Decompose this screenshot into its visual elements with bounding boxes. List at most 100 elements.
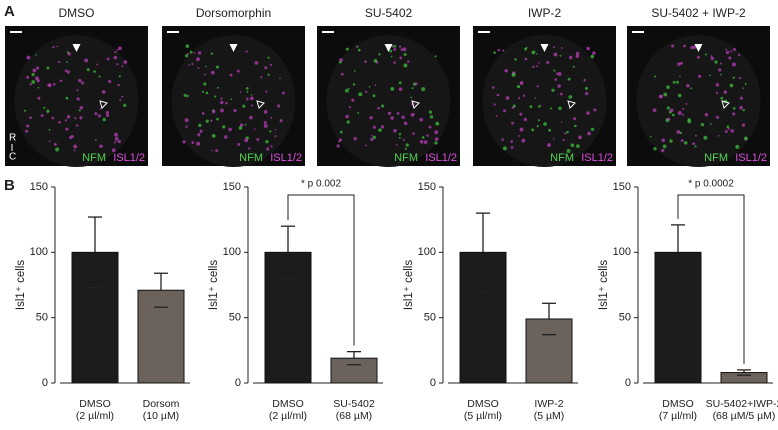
cell-dot xyxy=(225,101,228,105)
cell-dot xyxy=(558,106,562,111)
cell-dot xyxy=(116,63,119,66)
cell-dot xyxy=(395,143,398,146)
cell-dot xyxy=(249,115,253,120)
cell-dot xyxy=(197,133,201,137)
cell-dot xyxy=(245,50,248,53)
cell-dot xyxy=(205,119,209,123)
cell-dot xyxy=(245,87,249,90)
cell-dot xyxy=(113,141,116,144)
cell-dot xyxy=(434,130,439,135)
cell-dot xyxy=(351,98,355,102)
cell-dot xyxy=(35,54,37,56)
cell-dot xyxy=(519,112,523,116)
y-axis-label: Isl1⁺ cells xyxy=(598,260,610,310)
y-tick-label: 50 xyxy=(424,312,436,324)
cell-dot xyxy=(669,108,674,113)
bar xyxy=(654,251,702,384)
cell-dot xyxy=(279,119,283,123)
cell-dot xyxy=(75,124,79,127)
cell-dot xyxy=(398,133,402,136)
cell-dot xyxy=(66,70,70,74)
y-tick-label: 150 xyxy=(223,181,241,193)
cell-dot xyxy=(400,48,404,51)
cell-dot xyxy=(536,65,538,68)
cell-dot xyxy=(244,123,247,126)
cell-dot xyxy=(185,125,188,128)
cell-dot xyxy=(220,108,224,113)
cell-dot xyxy=(718,68,722,72)
cell-dot xyxy=(414,82,418,86)
cell-dot xyxy=(184,118,189,123)
cell-dot xyxy=(357,48,361,52)
cell-dot xyxy=(224,135,228,139)
cell-dot xyxy=(404,147,407,151)
bar xyxy=(137,289,185,384)
cell-dot xyxy=(405,143,409,147)
cell-dot xyxy=(378,53,381,56)
y-tick-label: 50 xyxy=(36,312,48,324)
cell-dot xyxy=(189,50,193,54)
cell-dot xyxy=(560,121,563,123)
x-tick-label: Dorsom (10 µM) xyxy=(142,398,180,422)
cell-dot xyxy=(353,70,356,72)
cell-dot xyxy=(201,90,204,93)
cell-dot xyxy=(586,111,590,115)
cell-dot xyxy=(69,136,73,140)
cell-dot xyxy=(593,108,597,112)
cell-dot xyxy=(586,46,591,51)
cell-dot xyxy=(228,127,232,132)
cell-dot xyxy=(393,128,397,133)
cell-dot xyxy=(390,116,394,120)
cell-dot xyxy=(56,45,59,48)
cell-dot xyxy=(419,139,424,144)
cell-dot xyxy=(560,46,563,49)
cell-dot xyxy=(79,106,84,110)
cell-dot xyxy=(182,140,186,144)
cell-dot xyxy=(196,141,201,146)
cell-dot xyxy=(563,132,567,135)
cell-dot xyxy=(220,97,223,100)
cell-dot xyxy=(402,47,407,52)
cell-dot xyxy=(203,82,207,86)
cell-dot xyxy=(36,79,40,83)
tissue xyxy=(636,35,761,167)
cell-dot xyxy=(78,78,82,83)
cell-dot xyxy=(735,144,740,149)
cell-dot xyxy=(263,123,268,128)
cell-dot xyxy=(531,128,535,132)
cell-dot xyxy=(118,75,121,78)
y-axis-label: Isl1⁺ cells xyxy=(208,260,220,310)
y-tick-label: 50 xyxy=(229,312,241,324)
cell-dot xyxy=(742,87,745,90)
cell-dot xyxy=(557,84,561,88)
cell-dot xyxy=(339,58,343,62)
cell-dot xyxy=(692,142,696,146)
cell-dot xyxy=(32,68,37,73)
bar xyxy=(71,251,119,384)
cell-dot xyxy=(696,55,700,59)
cell-dot xyxy=(78,109,81,112)
cell-dot xyxy=(254,128,256,130)
cell-dot xyxy=(583,78,587,82)
cell-dot xyxy=(250,104,254,107)
y-tick-label: 100 xyxy=(613,246,631,258)
cell-dot xyxy=(248,147,251,150)
bar xyxy=(459,251,507,384)
cell-dot xyxy=(73,144,78,149)
cell-dot xyxy=(703,135,708,140)
cell-dot xyxy=(406,60,410,63)
cell-dot xyxy=(570,143,575,148)
cell-dot xyxy=(412,113,415,116)
cell-dot xyxy=(197,66,200,69)
cell-dot xyxy=(682,107,685,111)
cell-dot xyxy=(94,112,98,116)
cell-dot xyxy=(274,135,277,138)
cell-dot xyxy=(592,51,596,55)
orientation: C xyxy=(9,152,16,163)
magenta-label: ISL1/2 xyxy=(735,152,767,164)
cell-dot xyxy=(93,70,96,73)
cell-dot xyxy=(727,127,730,130)
cell-dot xyxy=(121,95,124,98)
cell-dot xyxy=(396,111,400,115)
cell-dot xyxy=(398,136,401,139)
